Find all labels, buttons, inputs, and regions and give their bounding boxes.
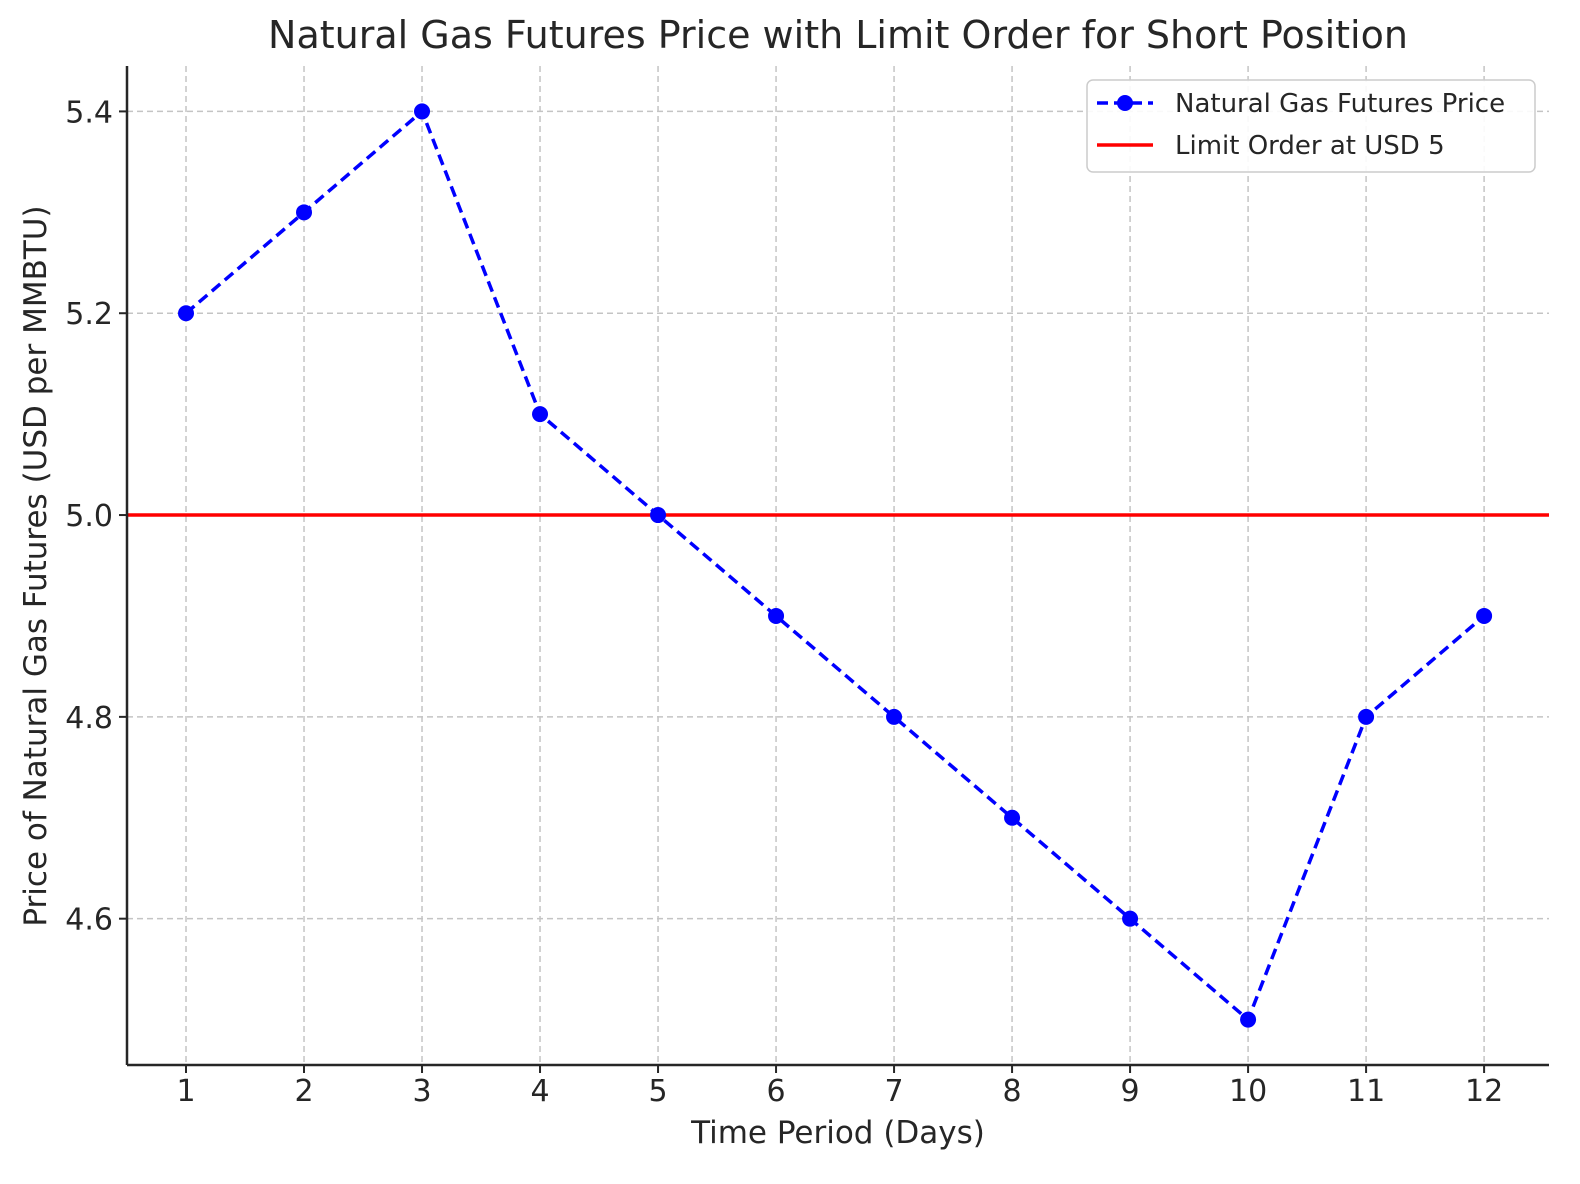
data-point bbox=[296, 204, 313, 221]
chart-title: Natural Gas Futures Price with Limit Ord… bbox=[268, 13, 1408, 57]
data-point bbox=[886, 708, 903, 725]
data-point bbox=[532, 406, 549, 423]
x-tick-label: 11 bbox=[1347, 1074, 1385, 1109]
y-tick-label: 5.4 bbox=[65, 95, 113, 130]
data-point bbox=[414, 103, 431, 120]
y-axis-ticks: 4.6 4.8 5.0 5.2 5.4 bbox=[65, 95, 127, 938]
x-tick-label: 12 bbox=[1465, 1074, 1503, 1109]
series-layer bbox=[178, 103, 1493, 1028]
data-point bbox=[650, 507, 667, 524]
legend-series-label: Natural Gas Futures Price bbox=[1175, 89, 1505, 119]
data-point bbox=[178, 305, 195, 322]
data-point bbox=[1358, 708, 1375, 725]
legend-entry-series: Natural Gas Futures Price bbox=[1097, 89, 1505, 119]
y-tick-label: 4.8 bbox=[65, 701, 113, 736]
x-tick-label: 8 bbox=[1003, 1074, 1022, 1109]
data-point bbox=[1476, 607, 1493, 624]
y-tick-label: 4.6 bbox=[65, 903, 113, 938]
data-point bbox=[1122, 910, 1139, 927]
x-tick-label: 6 bbox=[766, 1074, 785, 1109]
data-point bbox=[1240, 1011, 1257, 1028]
x-tick-label: 2 bbox=[294, 1074, 313, 1109]
x-tick-label: 7 bbox=[885, 1074, 904, 1109]
x-tick-label: 9 bbox=[1121, 1074, 1140, 1109]
legend-limit-order-label: Limit Order at USD 5 bbox=[1175, 131, 1445, 161]
x-axis-label: Time Period (Days) bbox=[690, 1115, 985, 1151]
x-tick-label: 10 bbox=[1229, 1074, 1267, 1109]
x-axis-ticks: 1 2 3 4 5 6 7 8 9 10 11 12 bbox=[176, 1065, 1503, 1109]
series-line bbox=[184, 109, 1486, 1022]
x-tick-label: 3 bbox=[412, 1074, 431, 1109]
y-axis-label: Price of Natural Gas Futures (USD per MM… bbox=[18, 205, 54, 926]
legend-entry-limit-order: Limit Order at USD 5 bbox=[1097, 131, 1445, 161]
x-tick-label: 4 bbox=[530, 1074, 549, 1109]
legend-series-marker bbox=[1117, 95, 1133, 111]
x-tick-label: 5 bbox=[648, 1074, 667, 1109]
x-tick-label: 1 bbox=[176, 1074, 195, 1109]
y-tick-label: 5.0 bbox=[65, 499, 113, 534]
y-tick-label: 5.2 bbox=[65, 297, 113, 332]
data-point bbox=[1004, 809, 1021, 826]
data-point bbox=[768, 607, 785, 624]
legend: Natural Gas Futures Price Limit Order at… bbox=[1086, 79, 1536, 173]
legend-frame bbox=[1086, 79, 1536, 173]
